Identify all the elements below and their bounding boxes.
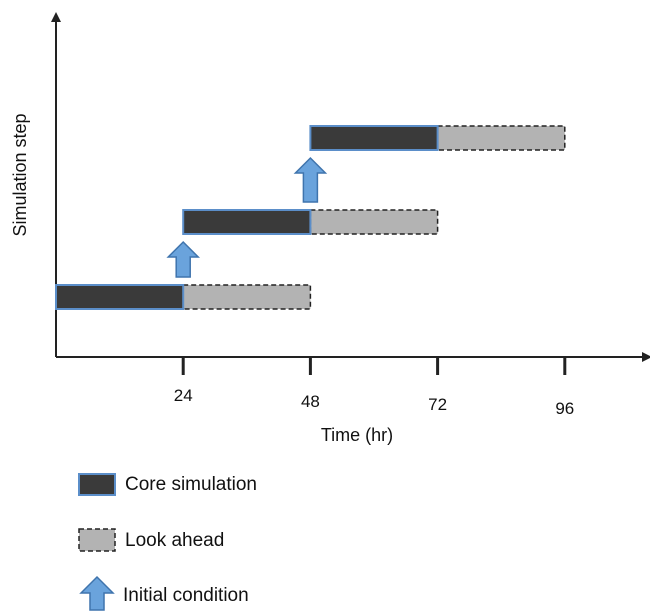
legend-initial-condition-label: Initial condition [123, 585, 249, 606]
initial-condition-arrow-icon [293, 156, 328, 203]
x-tick-label: 72 [428, 395, 447, 414]
legend-core-swatch [78, 473, 116, 496]
legend-core-label: Core simulation [125, 474, 257, 495]
x-tick-label: 96 [555, 399, 574, 418]
y-axis-label: Simulation step [10, 113, 30, 236]
initial-condition-arrow-icon [166, 240, 201, 278]
legend-initial-condition-arrow-icon [79, 575, 115, 611]
bars [55, 125, 566, 310]
legend-look-ahead-label: Look ahead [125, 530, 224, 551]
y-axis-arrowhead [51, 12, 61, 22]
x-tick-label: 48 [301, 392, 320, 411]
core-simulation-bar [182, 209, 312, 235]
core-simulation-bar [309, 125, 439, 151]
look-ahead-bar [182, 284, 312, 310]
legend: Core simulation Look ahead Initial condi… [78, 473, 257, 611]
initial-condition-arrows [166, 156, 328, 278]
x-axis-arrowhead [642, 352, 650, 362]
core-simulation-bar [55, 284, 185, 310]
look-ahead-bar [309, 209, 439, 235]
x-ticks: 24 48 72 96 [174, 357, 574, 418]
legend-look-ahead-swatch [78, 528, 116, 552]
x-axis-label: Time (hr) [321, 425, 393, 445]
x-tick-label: 24 [174, 386, 193, 405]
look-ahead-bar [436, 125, 566, 151]
